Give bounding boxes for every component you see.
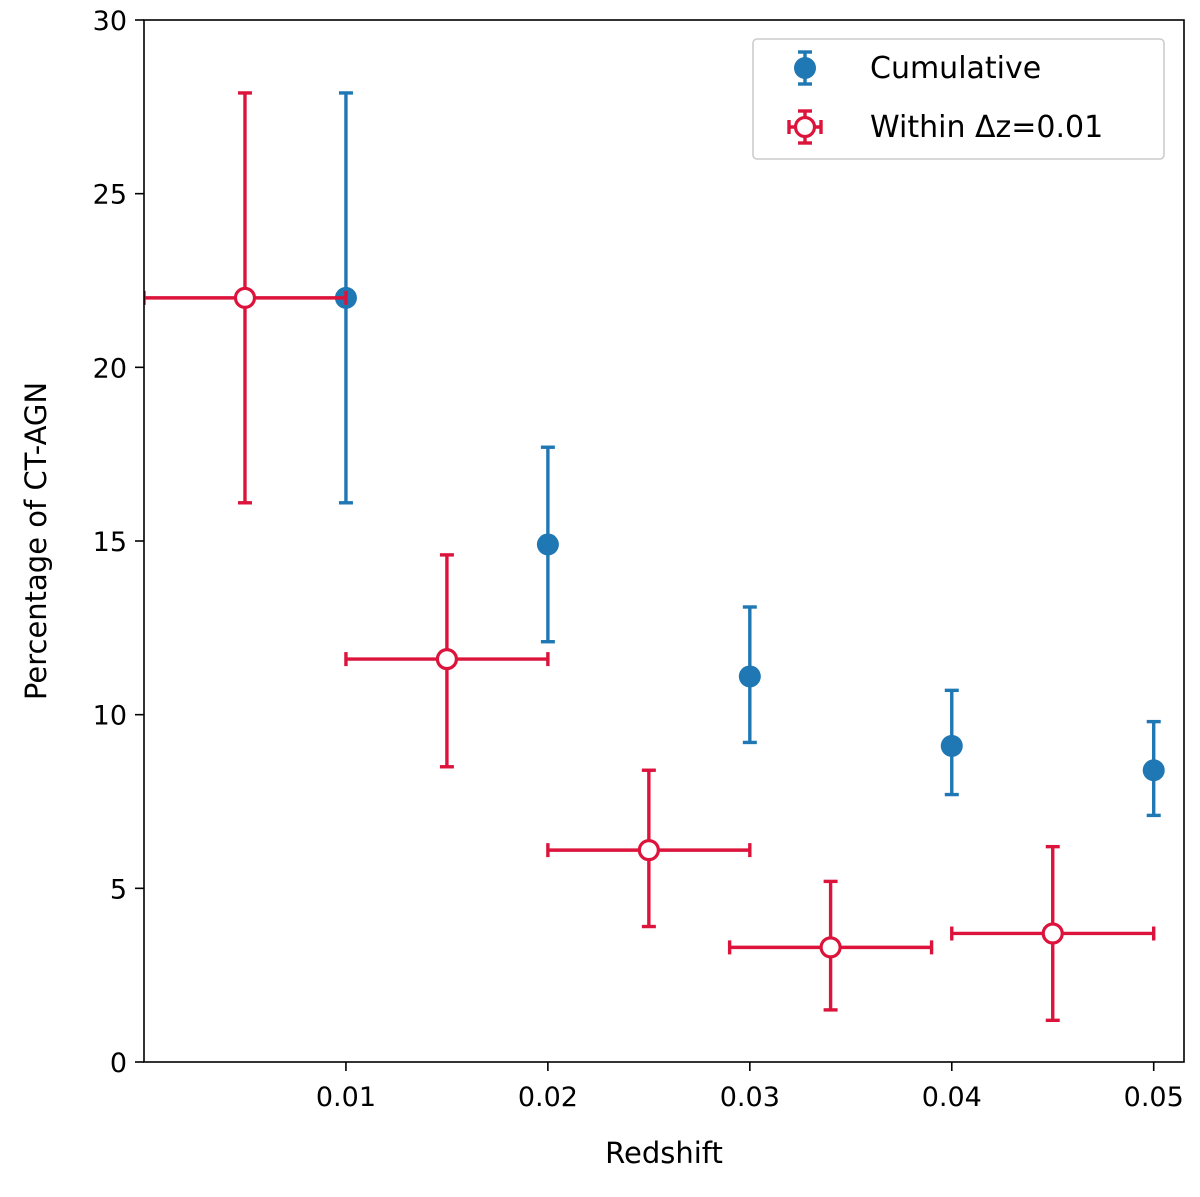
legend-label: Cumulative (870, 51, 1041, 86)
series-cumulative (334, 91, 1165, 818)
data-point (546, 768, 752, 929)
legend-marker (794, 57, 816, 79)
x-tick-label: 0.02 (518, 1082, 578, 1113)
point-marker (940, 734, 963, 757)
y-axis-ticks: 0 5 10 15 20 25 30 (93, 6, 144, 1079)
data-point (940, 688, 963, 797)
legend-label: Within Δz=0.01 (870, 110, 1103, 145)
legend-marker (793, 115, 817, 139)
legend-frame (752, 38, 1165, 160)
y-tick-label: 25 (93, 180, 127, 211)
data-point (344, 553, 550, 769)
x-axis-label: Redshift (605, 1136, 723, 1170)
data-point (727, 879, 934, 1012)
data-point (1142, 719, 1165, 818)
data-point (738, 605, 761, 745)
x-tick-label: 0.05 (1124, 1082, 1184, 1113)
series-within-dz (144, 91, 1156, 1023)
legend-entry: Cumulative (794, 50, 1041, 86)
data-point (144, 91, 348, 505)
legend: Cumulative Within Δz=0.01 (752, 38, 1165, 160)
y-tick-label: 15 (93, 527, 127, 558)
point-marker (819, 936, 842, 959)
point-marker (233, 286, 257, 309)
legend-handle (794, 50, 816, 86)
y-tick-label: 20 (93, 353, 127, 384)
point-marker (1142, 759, 1165, 782)
x-tick-label: 0.01 (316, 1082, 376, 1113)
x-tick-label: 0.03 (720, 1082, 780, 1113)
y-tick-label: 10 (93, 701, 127, 732)
y-axis-label: Percentage of CT-AGN (19, 382, 53, 700)
plot-frame (143, 19, 1185, 1063)
data-point (950, 844, 1156, 1023)
legend-handle (787, 109, 823, 145)
y-tick-label: 30 (93, 6, 127, 37)
plot-series (144, 91, 1165, 1023)
point-marker (1041, 922, 1064, 945)
point-marker (435, 647, 459, 671)
point-marker (536, 533, 559, 556)
point-marker (738, 665, 761, 688)
y-tick-label: 5 (110, 874, 127, 905)
x-axis-ticks: 0.01 0.02 0.03 0.04 0.05 (316, 1062, 1184, 1113)
data-point (536, 445, 559, 644)
point-marker (637, 839, 660, 862)
y-tick-label: 0 (110, 1048, 127, 1079)
x-tick-label: 0.04 (922, 1082, 982, 1113)
legend-entry: Within Δz=0.01 (787, 109, 1103, 145)
